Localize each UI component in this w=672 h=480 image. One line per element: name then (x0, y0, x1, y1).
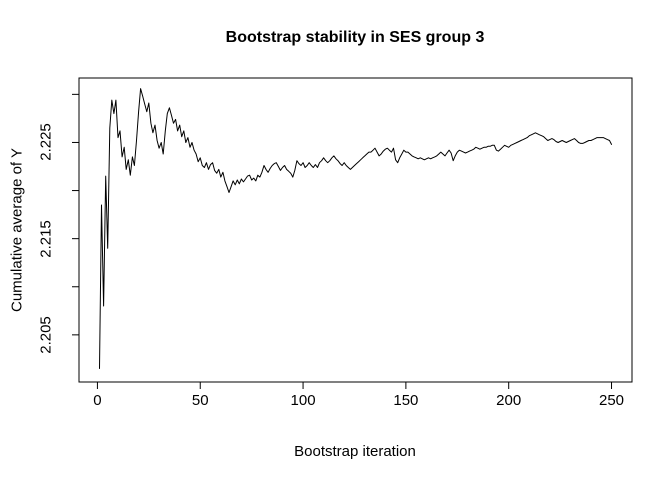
y-axis-title: Cumulative average of Y (8, 148, 26, 312)
x-tick-label: 250 (599, 392, 625, 409)
y-tick-label: 2.205 (37, 316, 55, 354)
x-tick-label: 200 (496, 392, 522, 409)
chart-title: Bootstrap stability in SES group 3 (225, 29, 485, 46)
x-axis-title: Bootstrap iteration (294, 443, 416, 460)
y-tick-label: 2.225 (37, 123, 55, 162)
x-tick-label: 50 (191, 392, 209, 409)
x-tick-label: 150 (393, 392, 419, 409)
plot-box (78, 77, 633, 383)
x-tick-label: 0 (93, 392, 102, 409)
y-tick-label: 2.215 (37, 219, 55, 258)
x-tick-label: 100 (290, 392, 316, 409)
series-line (99, 88, 612, 369)
axis-tick-marks (72, 93, 613, 389)
